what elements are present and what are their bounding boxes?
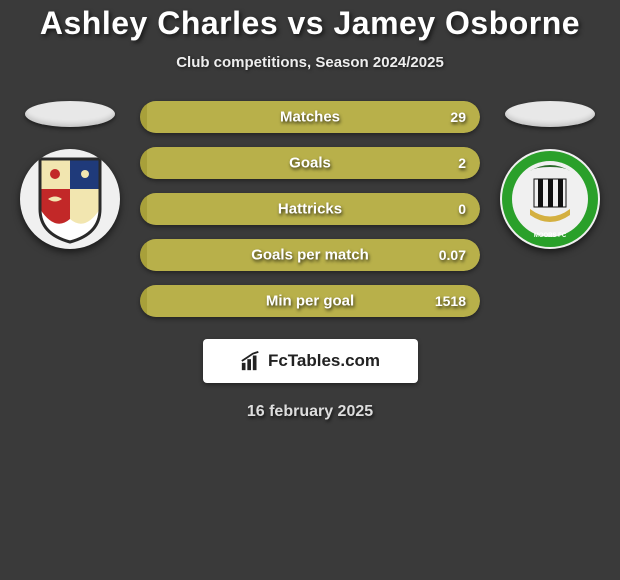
player-left-crest xyxy=(20,149,120,249)
player-left-oval xyxy=(25,101,115,127)
club-badge-icon: MOORS FC xyxy=(500,149,600,249)
stat-label: Goals per match xyxy=(251,247,369,264)
player-right-crest: MOORS FC xyxy=(500,149,600,249)
svg-text:MOORS FC: MOORS FC xyxy=(534,233,567,239)
player-right-oval xyxy=(505,101,595,127)
stat-value-right: 0.07 xyxy=(439,247,466,263)
stat-bar-left-fill xyxy=(140,193,147,225)
stat-bar: Goals per match 0.07 xyxy=(140,239,480,271)
stat-bar: Min per goal 1518 xyxy=(140,285,480,317)
stat-label: Matches xyxy=(280,109,340,126)
stat-value-right: 1518 xyxy=(435,293,466,309)
player-left-col xyxy=(10,101,130,249)
stat-label: Goals xyxy=(289,155,331,172)
stat-bar: Hattricks 0 xyxy=(140,193,480,225)
shield-icon xyxy=(30,154,110,244)
stat-value-right: 29 xyxy=(450,109,466,125)
stat-bar-left-fill xyxy=(140,147,147,179)
bar-chart-icon xyxy=(240,350,262,372)
stat-bar-left-fill xyxy=(140,285,147,317)
stat-bar-left-fill xyxy=(140,101,147,133)
stat-label: Hattricks xyxy=(278,201,342,218)
stat-value-right: 0 xyxy=(458,201,466,217)
stat-value-right: 2 xyxy=(458,155,466,171)
comparison-card: Ashley Charles vs Jamey Osborne Club com… xyxy=(0,0,620,421)
stats-column: Matches 29 Goals 2 Hattricks 0 Goals per match… xyxy=(130,101,490,317)
page-title: Ashley Charles vs Jamey Osborne xyxy=(40,5,580,42)
player-right-col: MOORS FC xyxy=(490,101,610,249)
stat-bar: Goals 2 xyxy=(140,147,480,179)
stat-bar: Matches 29 xyxy=(140,101,480,133)
page-subtitle: Club competitions, Season 2024/2025 xyxy=(176,54,444,71)
stat-label: Min per goal xyxy=(266,293,354,310)
stat-bar-left-fill xyxy=(140,239,147,271)
date-label: 16 february 2025 xyxy=(247,403,373,421)
main-row: Matches 29 Goals 2 Hattricks 0 Goals per match… xyxy=(0,101,620,317)
branding-badge[interactable]: FcTables.com xyxy=(203,339,418,383)
branding-text: FcTables.com xyxy=(268,351,380,371)
